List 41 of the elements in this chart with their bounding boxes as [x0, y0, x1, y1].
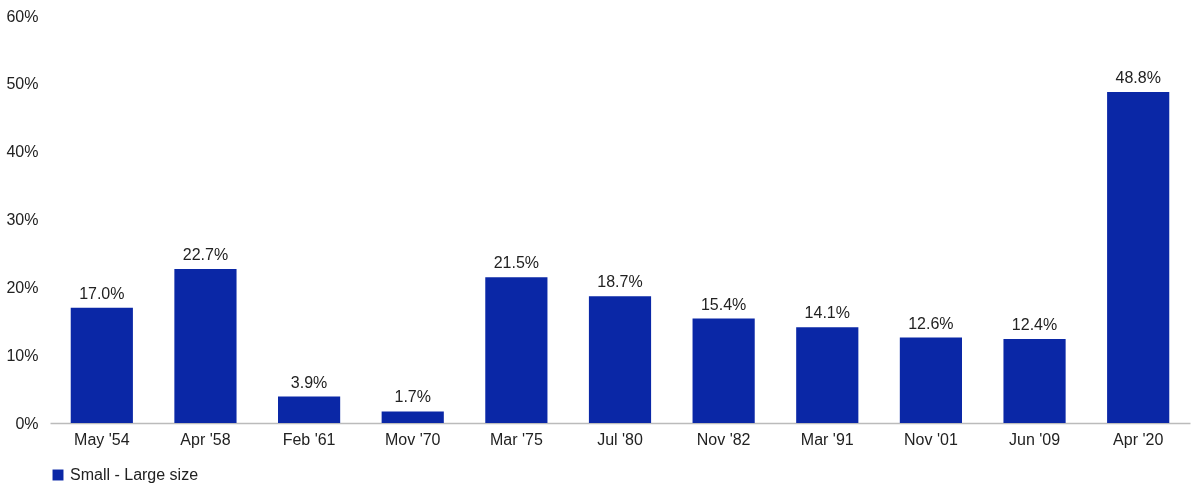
x-tick-label: Mar '91: [800, 430, 854, 448]
bar: [1107, 91, 1170, 423]
x-tick-label: May '54: [74, 430, 130, 448]
x-tick-label: Jun '09: [1009, 430, 1061, 448]
data-label: 3.9%: [290, 373, 328, 391]
bar: [692, 318, 755, 423]
bar: [899, 337, 962, 423]
bar: [796, 327, 859, 423]
bar: [1003, 338, 1066, 423]
bar: [588, 296, 652, 423]
x-tick-label: Nov '82: [696, 430, 751, 448]
data-label: 22.7%: [182, 246, 229, 264]
y-tick-label: 0%: [15, 414, 39, 432]
x-tick-label: Feb '61: [282, 430, 336, 448]
bar: [174, 269, 237, 423]
y-tick-label: 20%: [6, 278, 39, 296]
x-tick-label: Apr '20: [1113, 430, 1164, 448]
y-tick-label: 60%: [6, 7, 39, 25]
data-label: 12.6%: [908, 314, 954, 332]
legend-label: Small - Large size: [70, 466, 199, 483]
y-tick-label: 40%: [6, 143, 39, 161]
data-label: 18.7%: [597, 273, 643, 291]
data-label: 1.7%: [394, 388, 431, 406]
bar: [70, 307, 133, 423]
x-tick-label: Nov '01: [904, 430, 958, 448]
data-label: 17.0%: [79, 284, 125, 302]
bar: [381, 411, 444, 423]
bar: [485, 277, 548, 423]
y-tick-label: 10%: [6, 346, 39, 364]
y-tick-label: 50%: [6, 75, 39, 93]
bar: [278, 396, 341, 423]
x-tick-label: Mov '70: [384, 430, 441, 448]
data-label: 48.8%: [1115, 68, 1161, 86]
x-tick-label: Mar '75: [489, 430, 543, 448]
x-tick-label: Jul '80: [597, 430, 643, 448]
data-label: 14.1%: [804, 304, 850, 322]
y-tick-label: 30%: [6, 211, 39, 228]
data-label: 12.4%: [1011, 315, 1058, 333]
data-label: 21.5%: [493, 254, 540, 272]
data-label: 15.4%: [700, 295, 747, 313]
x-tick-label: Apr '58: [180, 430, 231, 448]
